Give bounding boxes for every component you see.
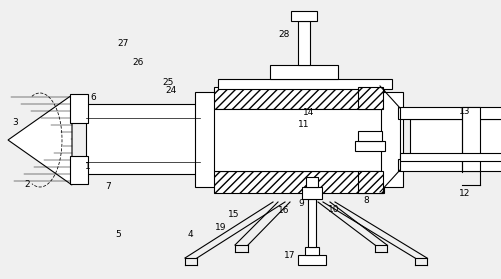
Text: 28: 28 <box>278 30 289 39</box>
Bar <box>194 92 216 187</box>
Bar <box>270 65 337 79</box>
Bar <box>357 171 382 193</box>
Text: 24: 24 <box>165 86 176 95</box>
Bar <box>354 141 384 151</box>
Text: 9: 9 <box>298 199 304 208</box>
Bar <box>298 21 310 65</box>
Bar <box>380 92 402 187</box>
Text: 16: 16 <box>278 206 289 215</box>
Bar <box>70 156 88 184</box>
Bar <box>217 79 391 89</box>
Bar <box>397 159 501 171</box>
Text: 10: 10 <box>328 205 339 214</box>
Text: 17: 17 <box>284 251 295 260</box>
Polygon shape <box>8 95 72 185</box>
Bar <box>86 104 200 174</box>
Text: 26: 26 <box>132 58 143 67</box>
Text: 5: 5 <box>115 230 121 239</box>
Bar <box>306 177 317 187</box>
Bar <box>305 247 318 255</box>
Text: 12: 12 <box>458 189 469 198</box>
Text: 27: 27 <box>117 39 128 48</box>
Text: 1: 1 <box>85 162 91 170</box>
Bar <box>409 119 501 159</box>
Text: 2: 2 <box>25 180 31 189</box>
Bar <box>461 107 479 171</box>
Bar <box>397 107 501 119</box>
Bar <box>308 199 315 247</box>
Bar <box>302 187 321 199</box>
Bar <box>357 131 381 141</box>
Text: 7: 7 <box>105 182 111 191</box>
Text: 25: 25 <box>162 78 173 87</box>
Bar <box>213 87 383 109</box>
Text: 4: 4 <box>187 230 193 239</box>
Text: 19: 19 <box>215 223 226 232</box>
Bar <box>298 255 325 265</box>
Text: 15: 15 <box>227 210 238 219</box>
Bar <box>70 94 88 123</box>
Bar <box>399 153 501 161</box>
Text: 6: 6 <box>90 93 96 102</box>
Bar <box>291 11 316 21</box>
Text: 11: 11 <box>298 120 309 129</box>
Bar <box>213 171 383 193</box>
Text: 8: 8 <box>363 196 369 205</box>
Bar <box>213 109 383 171</box>
Text: 3: 3 <box>12 118 18 127</box>
Bar <box>357 87 382 109</box>
Text: 13: 13 <box>458 107 469 116</box>
Text: 14: 14 <box>303 109 314 117</box>
